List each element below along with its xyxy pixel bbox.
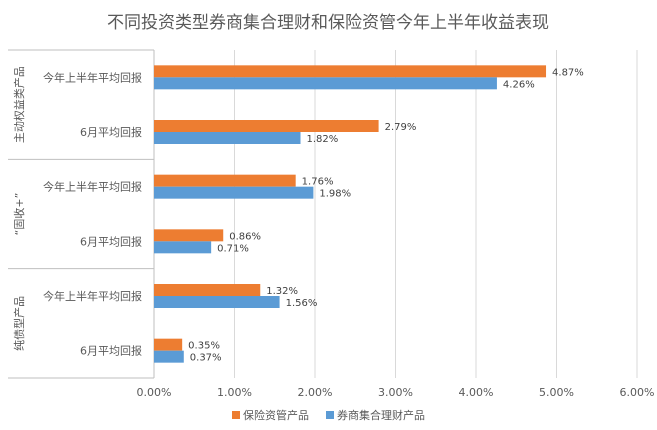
bar-insurance [154,284,261,296]
bar-insurance [154,174,296,187]
group-label: 纯债型产品 [12,296,26,351]
x-tick-label: 2.00% [298,386,333,399]
bar-broker [154,77,497,90]
data-label: 1.56% [286,298,318,309]
data-label: 0.71% [217,243,249,254]
x-axis-ticks: 0.00% 1.00% 2.00% 3.00% 4.00% 5.00% 6.00% [137,386,655,399]
bar-broker [154,296,280,308]
data-label: 0.86% [229,231,261,242]
bar-broker [154,350,184,363]
bar-broker [154,132,301,144]
bar-broker [154,186,314,199]
data-label: 0.35% [188,341,220,352]
category-label: 今年上半年平均回报 [43,180,142,194]
bar-insurance [154,120,379,132]
bar-insurance [154,229,224,242]
x-tick-label: 5.00% [539,386,574,399]
x-tick-label: 3.00% [378,386,413,399]
legend-label: 保险资管产品 [243,408,309,422]
bar-broker [154,241,212,254]
data-label: 4.26% [503,79,535,90]
category-label: 今年上半年平均回报 [43,289,142,303]
bar-insurance [154,338,183,351]
data-label: 1.32% [266,286,298,297]
bar-insurance [154,65,547,78]
group-label: “固收+” [12,193,26,236]
x-tick-label: 4.00% [459,386,494,399]
legend-swatch [232,411,240,419]
data-label: 0.37% [190,353,222,364]
data-label: 1.82% [307,134,339,145]
group-axis: 主动权益类产品 今年上半年平均回报6月平均回报“固收+”今年上半年平均回报6月平均… [8,49,155,379]
legend-label: 券商集合理财产品 [337,408,425,422]
x-tick-label: 6.00% [620,386,655,399]
x-tick-label: 0.00% [137,386,172,399]
data-labels: 4.87% 4.26% 2.79% 1.82% 1.76%1.98% 0.86%0.71%… [188,67,584,363]
x-tick-label: 1.00% [217,386,252,399]
data-label: 2.79% [385,122,417,133]
data-label: 1.98% [319,189,351,200]
chart-title: 不同投资类型券商集合理财和保险资管今年上半年收益表现 [107,13,549,33]
category-label: 6月平均回报 [80,344,142,358]
legend-swatch [326,411,334,419]
category-label: 今年上半年平均回报 [43,70,142,84]
category-label: 6月平均回报 [80,125,142,139]
data-label: 1.76% [302,177,334,188]
bars [154,65,547,363]
category-label: 6月平均回报 [80,234,142,248]
gridlines [234,50,638,378]
legend: 保险资管产品 券商集合理财产品 [232,408,425,422]
group-label: 主动权益类产品 [12,66,26,143]
data-label: 4.87% [552,67,584,78]
